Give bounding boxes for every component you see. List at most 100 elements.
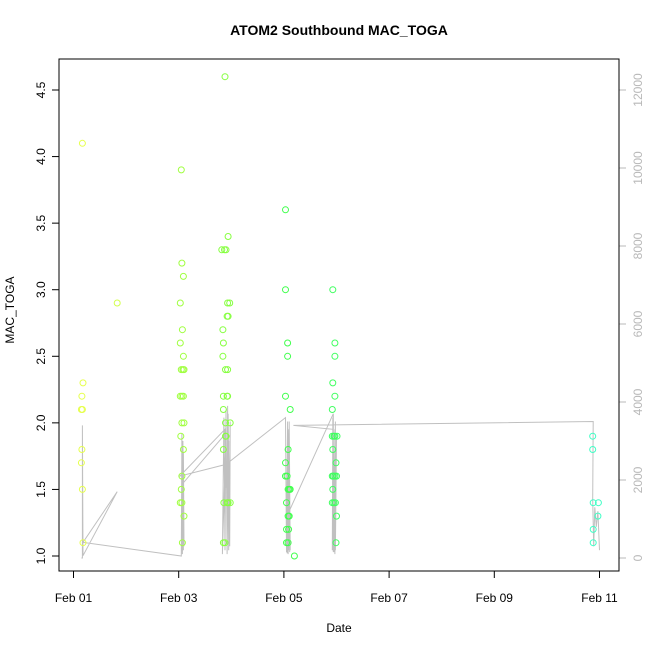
data-point [331, 352, 339, 360]
data-point [178, 419, 186, 427]
data-point [284, 539, 292, 547]
data-point [78, 406, 86, 413]
data-point [79, 379, 87, 387]
data-point [332, 539, 340, 547]
data-point [329, 446, 337, 453]
data-point [180, 366, 188, 374]
data-point [282, 392, 289, 400]
data-point [283, 499, 290, 507]
data-point [224, 366, 232, 374]
y-tick-label: 3.0 [34, 281, 48, 298]
data-point [219, 406, 227, 413]
data-point [332, 459, 340, 467]
data-point [177, 166, 185, 174]
data-point [177, 485, 185, 493]
data-point [226, 419, 234, 427]
data-point [224, 233, 232, 240]
plot-frame [58, 58, 620, 572]
y-tick-label: 2.5 [34, 348, 48, 365]
data-point [285, 525, 293, 533]
data-point [285, 512, 293, 520]
x-axis-label: Date [326, 621, 352, 635]
data-point [178, 539, 186, 547]
data-point [594, 512, 602, 520]
data-point [179, 272, 187, 280]
data-point [224, 312, 232, 320]
data-point [179, 392, 187, 400]
y2-tick-label: 0 [631, 554, 645, 561]
data-point [589, 446, 597, 453]
data-point [224, 499, 232, 507]
data-point [78, 485, 86, 493]
data-point [333, 472, 340, 480]
x-tick-label: Feb 09 [476, 591, 514, 605]
data-point [589, 432, 597, 440]
data-point [221, 73, 229, 81]
y-tick-label: 4.0 [34, 148, 48, 165]
data-point [594, 499, 602, 507]
data-point [331, 392, 339, 400]
data-point [78, 446, 86, 453]
x-tick-label: Feb 05 [265, 591, 303, 605]
data-point [589, 499, 597, 507]
data-point [224, 299, 232, 307]
data-point [219, 352, 227, 360]
y2-tick-label: 12000 [631, 73, 645, 107]
y2-tick-label: 8000 [631, 232, 645, 259]
data-point [77, 459, 85, 467]
data-point [219, 339, 227, 347]
data-point [286, 485, 294, 493]
data-point [79, 539, 87, 547]
data-point [219, 446, 227, 453]
data-point [282, 459, 289, 467]
data-point [283, 525, 290, 533]
data-point [219, 392, 227, 400]
chart-title: ATOM2 Southbound MAC_TOGA [230, 22, 448, 38]
data-point [329, 286, 337, 294]
y2-tick-label: 6000 [631, 310, 645, 337]
y-tick-label: 1.5 [34, 481, 48, 498]
data-point [178, 326, 186, 334]
data-point [331, 432, 339, 440]
data-point [226, 299, 234, 307]
y-axis-label: MAC_TOGA [3, 276, 17, 343]
y-tick-label: 4.5 [34, 81, 48, 98]
data-point [226, 499, 234, 507]
data-point [284, 446, 292, 453]
y2-tick-label: 4000 [631, 388, 645, 415]
y2-tick-label: 2000 [631, 466, 645, 493]
data-point [219, 326, 227, 334]
data-point [221, 539, 229, 547]
data-point [290, 552, 298, 560]
data-point [78, 139, 86, 147]
data-point [222, 366, 229, 374]
data-point [589, 539, 597, 547]
data-point [286, 406, 294, 413]
data-point [283, 472, 291, 480]
data-point [176, 299, 184, 307]
data-point [329, 379, 337, 387]
data-point [179, 352, 187, 360]
data-point [180, 419, 188, 427]
data-point [179, 446, 187, 453]
secondary-series-line [81, 405, 600, 559]
data-point [331, 499, 339, 507]
secondary-series [81, 405, 600, 559]
data-point [282, 206, 289, 214]
data-point [331, 339, 339, 347]
data-point [113, 299, 121, 307]
data-point [333, 432, 341, 440]
data-point [178, 499, 186, 507]
data-point [284, 339, 292, 347]
data-point [78, 392, 86, 400]
data-point [284, 352, 292, 360]
y-tick-label: 1.0 [34, 547, 48, 564]
data-point [589, 525, 597, 533]
x-tick-label: Feb 11 [581, 591, 618, 605]
data-point [222, 432, 230, 440]
y-tick-label: 3.5 [34, 214, 48, 231]
data-point [329, 485, 337, 493]
data-point [222, 246, 230, 254]
data-point [178, 259, 186, 267]
